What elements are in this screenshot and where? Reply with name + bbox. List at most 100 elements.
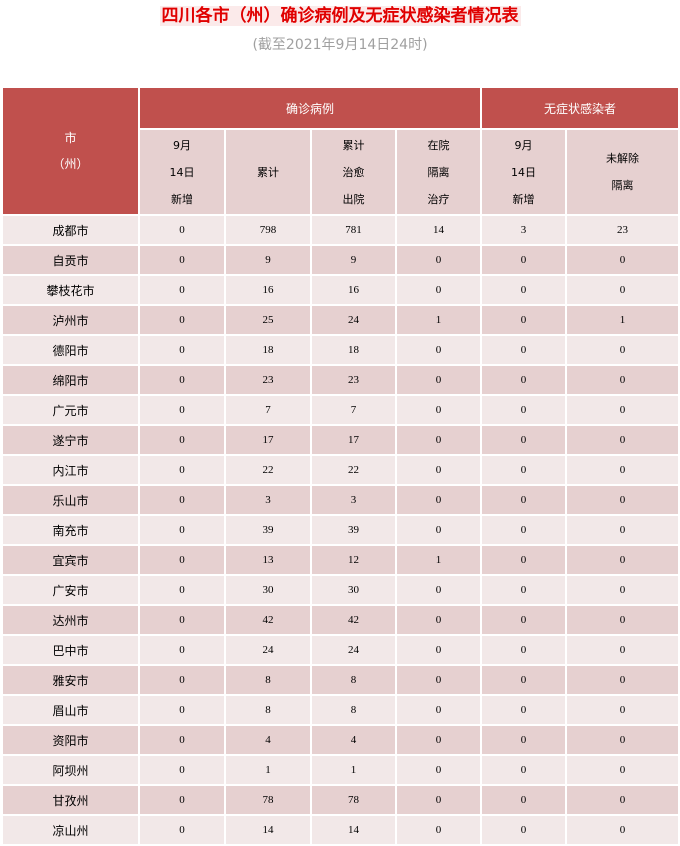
value-cell: 0 [397,516,481,544]
value-cell: 0 [140,786,224,814]
value-cell: 8 [226,666,310,694]
table-row: 阿坝州 0 1 1 0 0 0 [3,756,679,784]
city-name-cell: 资阳市 [3,726,138,754]
city-name-cell: 达州市 [3,606,138,634]
value-cell: 7 [312,396,395,424]
value-cell: 25 [226,306,310,334]
city-name-cell: 成都市 [3,216,138,244]
city-name-cell: 内江市 [3,456,138,484]
value-cell: 78 [226,786,310,814]
value-cell: 1 [226,756,310,784]
value-cell: 0 [397,636,481,664]
table-row: 自贡市 0 9 9 0 0 0 [3,246,679,274]
value-cell: 0 [140,816,224,844]
value-cell: 0 [482,756,566,784]
value-cell: 8 [312,696,395,724]
value-cell: 0 [482,336,566,364]
page-title: 四川各市（州）确诊病例及无症状感染者情况表 [0,4,680,28]
value-cell: 42 [226,606,310,634]
value-cell: 0 [567,546,679,574]
table-row: 巴中市 0 24 24 0 0 0 [3,636,679,664]
value-cell: 0 [482,396,566,424]
value-cell: 0 [397,576,481,604]
column-header-line: 未解除 [606,152,640,165]
column-header-line: 在院 [427,138,450,152]
value-cell: 798 [226,216,310,244]
value-cell: 9 [312,246,395,274]
value-cell: 0 [140,426,224,454]
value-cell: 0 [567,276,679,304]
value-cell: 0 [397,666,481,694]
value-cell: 1 [397,546,481,574]
value-cell: 0 [567,246,679,274]
value-cell: 0 [482,816,566,844]
city-name-cell: 自贡市 [3,246,138,274]
value-cell: 0 [567,576,679,604]
city-name-cell: 遂宁市 [3,426,138,454]
value-cell: 78 [312,786,395,814]
table-row: 南充市 0 39 39 0 0 0 [3,516,679,544]
value-cell: 0 [140,546,224,574]
table-row: 资阳市 0 4 4 0 0 0 [3,726,679,754]
value-cell: 23 [226,366,310,394]
value-cell: 0 [567,396,679,424]
value-cell: 4 [226,726,310,754]
value-cell: 0 [140,246,224,274]
value-cell: 24 [312,636,395,664]
city-name-cell: 绵阳市 [3,366,138,394]
table-body: 成都市 0 798 781 14 3 23 自贡市 0 9 9 0 0 0 攀枝花市 0 16 16 0 0 0 泸州市 0… [3,216,679,844]
value-cell: 3 [482,216,566,244]
value-cell: 42 [312,606,395,634]
value-cell: 0 [140,696,224,724]
column-header-line: 累计 [342,138,365,152]
value-cell: 0 [482,456,566,484]
value-cell: 30 [226,576,310,604]
value-cell: 0 [140,726,224,754]
column-header-line: 新增 [512,192,535,206]
table-row: 达州市 0 42 42 0 0 0 [3,606,679,634]
value-cell: 12 [312,546,395,574]
value-cell: 0 [140,276,224,304]
value-cell: 0 [397,426,481,454]
value-cell: 0 [397,696,481,724]
value-cell: 0 [397,486,481,514]
column-header: 累计 [226,130,310,214]
value-cell: 22 [312,456,395,484]
value-cell: 0 [567,426,679,454]
value-cell: 0 [397,756,481,784]
value-cell: 0 [140,756,224,784]
value-cell: 0 [482,546,566,574]
value-cell: 0 [397,786,481,814]
value-cell: 18 [312,336,395,364]
value-cell: 1 [312,756,395,784]
value-cell: 0 [482,606,566,634]
value-cell: 0 [140,666,224,694]
value-cell: 0 [482,666,566,694]
table-row: 成都市 0 798 781 14 3 23 [3,216,679,244]
city-name-cell: 雅安市 [3,666,138,694]
column-header-line: 14日 [511,165,537,179]
value-cell: 0 [482,576,566,604]
value-cell: 0 [482,246,566,274]
value-cell: 0 [397,726,481,754]
column-header-line: 9月 [514,138,533,152]
value-cell: 0 [140,486,224,514]
city-name-cell: 广安市 [3,576,138,604]
value-cell: 1 [397,306,481,334]
value-cell: 0 [140,396,224,424]
table-row: 德阳市 0 18 18 0 0 0 [3,336,679,364]
value-cell: 0 [140,516,224,544]
table-row: 凉山州 0 14 14 0 0 0 [3,816,679,844]
value-cell: 24 [226,636,310,664]
table-row: 眉山市 0 8 8 0 0 0 [3,696,679,724]
column-header-line: 治疗 [427,192,450,206]
value-cell: 0 [567,666,679,694]
table-row: 绵阳市 0 23 23 0 0 0 [3,366,679,394]
value-cell: 0 [482,696,566,724]
value-cell: 7 [226,396,310,424]
table-row: 泸州市 0 25 24 1 0 1 [3,306,679,334]
cases-table: 市 （州） 确诊病例 无症状感染者 9月 14日 新增 累计 累计 治愈 出院 在院 隔离 治疗 9… [1,86,680,846]
value-cell: 0 [567,606,679,634]
value-cell: 781 [312,216,395,244]
value-cell: 14 [226,816,310,844]
